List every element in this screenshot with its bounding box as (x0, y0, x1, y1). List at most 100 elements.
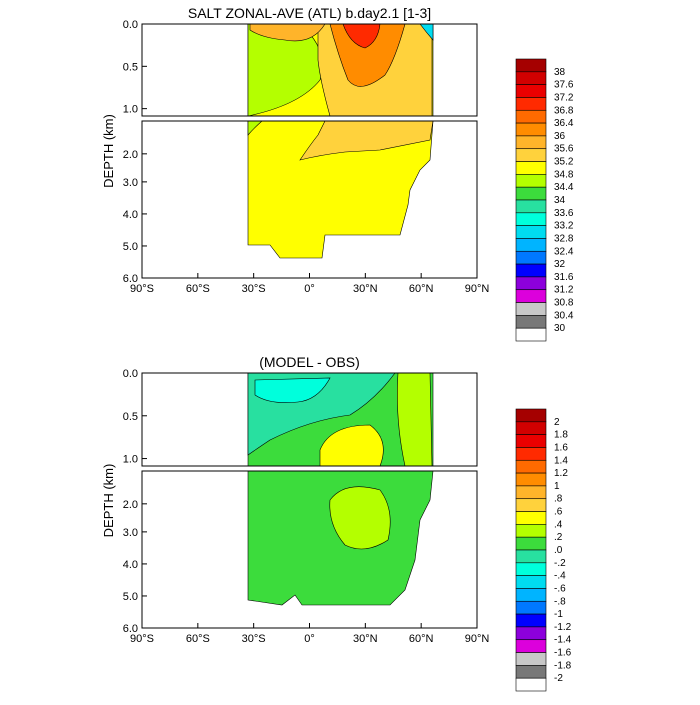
panel1-colorbar-label: 31.2 (554, 285, 574, 296)
panel1-colorbar-swatch (515, 174, 547, 188)
panel1-ytick-label: 2.0 (123, 149, 138, 161)
panel1-region-saline-tongue-deep (299, 121, 434, 161)
panel1-colorbar-swatch (515, 212, 547, 226)
panel1-colorbar-swatch (515, 122, 547, 137)
panel1-xtick-label: 0° (304, 283, 315, 295)
panel2-ytick-label: 6.0 (123, 623, 138, 635)
panel2-upper-field (247, 373, 434, 466)
panel1-colorbar-label: 33.2 (554, 221, 574, 232)
panel1-region-north-core (342, 24, 381, 49)
panel2-lower-field (247, 471, 434, 606)
panel1-colorbar-label: 36 (554, 131, 566, 142)
panel1-colorbar-swatch (515, 327, 547, 342)
panel1-colorbar-label: 30.4 (554, 310, 574, 321)
panel1-xtick-label: 30°N (353, 283, 378, 295)
panel2-colorbar-label: -1.6 (554, 648, 572, 659)
panel2-xtick-label: 60°S (186, 633, 210, 645)
panel2-colorbar-swatch (515, 562, 547, 576)
panel2-colorbar-swatch (515, 677, 547, 692)
panel1-colorbar-swatch (515, 276, 547, 291)
panel2-colorbar-label: -.4 (554, 571, 566, 582)
panel2-colorbar-swatch (515, 485, 547, 500)
panel2-xtick-label: 90°N (465, 633, 490, 645)
panel2-colorbar-swatch (515, 408, 547, 423)
panel1-colorbar-swatch (515, 225, 547, 239)
panel1-colorbar-label: 34.4 (554, 182, 574, 193)
panel1-colorbar-swatch (515, 289, 547, 303)
panel1-lower-field (247, 121, 434, 259)
panel1-colorbar-swatch (515, 58, 547, 73)
panel2-colorbar-swatch (515, 459, 547, 474)
panel2-xtick-label: 90°S (130, 633, 154, 645)
panel2-colorbar-swatch (515, 524, 547, 538)
panel1-colorbar-swatch (515, 161, 547, 175)
panel2-colorbar-swatch (515, 472, 547, 487)
panel1-colorbar-label: 34 (554, 195, 566, 206)
panel2-colorbar-label: -.8 (554, 596, 566, 607)
panel2-colorbar-swatch (515, 626, 547, 641)
panel2-ytick-label: 4.0 (123, 559, 138, 571)
panel1-colorbar-label: 32 (554, 259, 566, 270)
panel1-colorbar-swatch (515, 71, 547, 85)
panel1-xtick-label: 90°S (130, 283, 154, 295)
panel1-colorbar-swatch (515, 135, 547, 150)
panel1-region-surface-south-max (249, 24, 326, 42)
panel2-colorbar-label: -1.8 (554, 660, 572, 671)
panel1-xtick-label: 90°N (465, 283, 490, 295)
panel1-ytick-label: 3.0 (123, 177, 138, 189)
panel2-colorbar-swatch (515, 575, 547, 589)
panel2-title: (MODEL - OBS) (259, 354, 360, 370)
panel1-colorbar-swatch (515, 302, 547, 316)
panel2-colorbar-label: .2 (554, 532, 563, 543)
panel2-colorbar-swatch (515, 613, 547, 628)
panel2-upper-frame (141, 372, 478, 467)
panel1-region-deep-fill-deep (247, 121, 434, 259)
panel2-colorbar-swatch (515, 665, 547, 679)
panel1-colorbar-label: 38 (554, 67, 566, 78)
panel1-colorbar-swatch (515, 148, 547, 162)
panel2-colorbar-swatch (515, 652, 547, 666)
panel1-region-subtropical-max (329, 24, 406, 87)
panel1-colorbar-label: 30.8 (554, 298, 574, 309)
panel2-region-salty-lens (319, 424, 384, 466)
panel2-ytick-label: 0.5 (123, 411, 138, 423)
panel1-ylabel: DEPTH (km) (101, 114, 116, 188)
panel1-colorbar-swatch (515, 97, 547, 111)
panel1-colorbar-label: 36.8 (554, 105, 574, 116)
panel1-colorbar-label: 32.8 (554, 233, 574, 244)
panel2-xtick-label: 0° (304, 633, 315, 645)
panel1-colorbar-label: 31.6 (554, 272, 574, 283)
panel2-colorbar-swatch (515, 536, 547, 551)
panel1-colorbar-label: 30 (554, 323, 566, 334)
panel2-colorbar-swatch (515, 639, 547, 653)
panel1-colorbar-swatch (515, 84, 547, 98)
panel1-colorbar-swatch (515, 250, 547, 265)
panel1-colorbar-label: 37.2 (554, 92, 574, 103)
panel1-ytick-label: 0.0 (123, 19, 138, 31)
panel1-colorbar-swatch (515, 315, 547, 329)
panel2-colorbar-swatch (515, 498, 547, 512)
panel1-colorbar-label: 34.8 (554, 169, 574, 180)
panel2-xtick-label: 30°N (353, 633, 378, 645)
panel2-ylabel: DEPTH (km) (101, 464, 116, 538)
panel1-colorbar-swatch (515, 199, 547, 214)
panel1-colorbar-swatch (515, 109, 547, 124)
panel2-region-north-band (397, 373, 433, 466)
panel2-colorbar-label: .6 (554, 507, 563, 518)
panel1-colorbar-label: 36.4 (554, 118, 574, 129)
panel2-region-fresh-core (254, 377, 331, 403)
panel1-xtick-label: 60°N (409, 283, 434, 295)
panel2-colorbar-label: .4 (554, 519, 563, 530)
panel2-colorbar-label: -.6 (554, 583, 566, 594)
panel1-upper-field (247, 24, 434, 116)
panel2-colorbar-label: -.2 (554, 558, 566, 569)
panel2-colorbar-swatch (515, 447, 547, 461)
panel2-region-deep-patch-deep (329, 486, 391, 550)
panel1-colorbar-label: 32.4 (554, 246, 574, 257)
panel2-colorbar-label: 1 (554, 481, 560, 492)
panel1-colorbar-label: 33.6 (554, 208, 574, 219)
panel1-colorbar-swatch (515, 186, 547, 201)
panel2-ytick-label: 2.0 (123, 499, 138, 511)
panel2-colorbar-swatch (515, 421, 547, 435)
